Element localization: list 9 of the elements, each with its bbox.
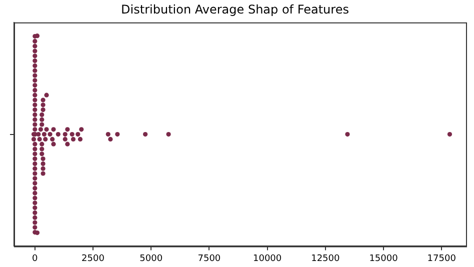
x-tick-label: 15000 — [369, 254, 398, 264]
x-tick-label: 17500 — [427, 254, 456, 264]
x-tick-label: 0 — [32, 254, 38, 264]
x-tick-label: 12500 — [311, 254, 340, 264]
chart-title: Distribution Average Shap of Features — [121, 2, 349, 16]
x-tick-label: 2500 — [82, 254, 105, 264]
x-tick-label: 7500 — [198, 254, 221, 264]
x-tick-label: 5000 — [140, 254, 163, 264]
x-tick-label: 10000 — [252, 254, 282, 264]
